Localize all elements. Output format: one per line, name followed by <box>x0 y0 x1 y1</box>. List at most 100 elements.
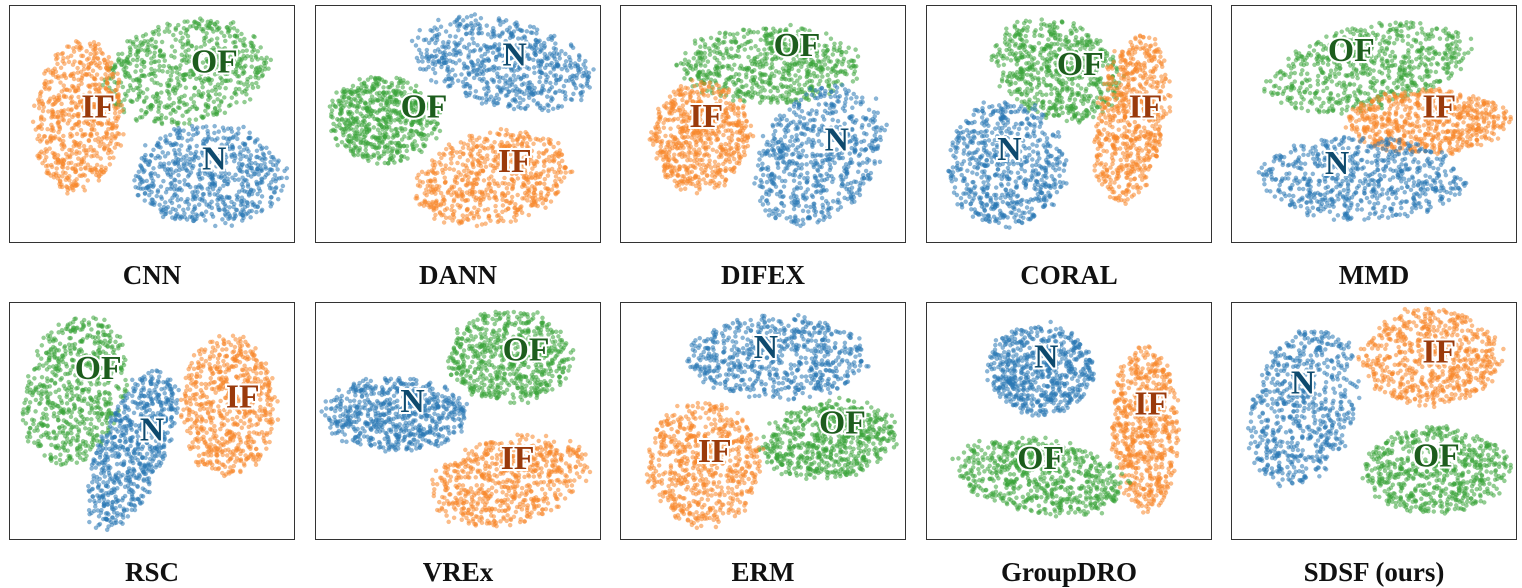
point-if <box>49 79 54 84</box>
point-n <box>494 66 499 71</box>
point-n <box>189 123 195 129</box>
point-if <box>55 51 61 57</box>
point-if <box>74 131 80 137</box>
point-n <box>249 191 255 197</box>
point-n <box>526 66 532 72</box>
point-if <box>708 140 714 146</box>
point-of <box>377 130 383 136</box>
point-if <box>541 163 547 169</box>
point-of <box>853 47 858 52</box>
point-n <box>493 45 498 50</box>
point-if <box>416 172 421 178</box>
point-if <box>731 103 737 109</box>
point-of <box>712 55 718 61</box>
point-n <box>190 132 196 138</box>
point-n <box>265 171 271 176</box>
point-n <box>514 92 519 98</box>
point-n <box>171 126 177 132</box>
point-if <box>685 158 690 163</box>
point-of <box>237 37 243 43</box>
point-of <box>788 83 794 89</box>
point-if <box>493 203 498 209</box>
point-of <box>347 111 352 116</box>
point-of <box>168 77 174 83</box>
point-of <box>788 22 793 28</box>
point-of <box>741 91 746 97</box>
point-if <box>73 180 78 186</box>
point-n <box>521 63 527 69</box>
point-of <box>750 81 756 86</box>
caption-dann: DANN <box>419 260 497 290</box>
point-n <box>229 152 234 158</box>
point-of <box>697 69 703 75</box>
point-n <box>170 142 176 147</box>
point-n <box>211 151 217 156</box>
point-if <box>544 157 549 163</box>
point-of <box>187 74 193 80</box>
point-if <box>505 144 511 149</box>
point-of <box>768 80 774 86</box>
point-of <box>212 72 218 77</box>
point-if <box>561 175 567 180</box>
point-of <box>751 67 757 73</box>
point-of <box>756 47 761 53</box>
point-of <box>144 95 149 100</box>
point-n <box>515 22 520 28</box>
point-if <box>455 160 460 166</box>
point-of <box>378 122 384 128</box>
point-if <box>72 88 78 94</box>
point-n <box>223 220 228 226</box>
point-n <box>239 198 245 204</box>
point-n <box>149 175 154 181</box>
point-of <box>381 79 387 84</box>
point-of <box>137 115 143 120</box>
point-n <box>585 78 590 84</box>
point-of <box>746 54 751 60</box>
point-of <box>185 19 190 24</box>
point-n <box>239 218 245 223</box>
point-n <box>185 168 190 173</box>
point-if <box>77 150 82 156</box>
point-of <box>156 24 161 30</box>
point-of <box>159 112 164 118</box>
point-of <box>182 54 188 59</box>
point-of <box>850 79 856 84</box>
point-if <box>693 139 699 145</box>
point-if <box>83 166 88 171</box>
point-of <box>836 59 842 64</box>
point-if <box>73 169 79 175</box>
point-if <box>481 178 487 183</box>
point-of <box>403 118 408 124</box>
cluster-of <box>327 75 443 166</box>
point-of <box>778 55 784 61</box>
point-of <box>419 149 424 155</box>
point-n <box>190 190 195 195</box>
point-of <box>702 63 708 69</box>
point-if <box>53 69 59 75</box>
point-of <box>338 107 343 112</box>
point-of <box>406 135 411 141</box>
point-if <box>96 64 101 69</box>
point-of <box>216 26 221 32</box>
point-if <box>432 178 438 184</box>
point-if <box>72 139 78 145</box>
point-n <box>417 66 423 72</box>
point-n <box>537 79 542 85</box>
point-if <box>104 63 110 68</box>
point-of <box>179 52 185 58</box>
point-if <box>45 168 50 173</box>
point-if <box>96 178 102 183</box>
point-of <box>825 72 831 78</box>
point-n <box>282 168 287 174</box>
point-if <box>89 154 94 159</box>
point-n <box>544 94 550 99</box>
point-if <box>511 214 517 220</box>
point-if <box>460 145 466 151</box>
point-n <box>448 22 453 27</box>
point-if <box>750 133 756 139</box>
point-if <box>691 158 697 164</box>
point-n <box>563 96 568 102</box>
point-n <box>272 172 278 178</box>
point-if <box>548 199 554 204</box>
point-n <box>452 73 458 78</box>
